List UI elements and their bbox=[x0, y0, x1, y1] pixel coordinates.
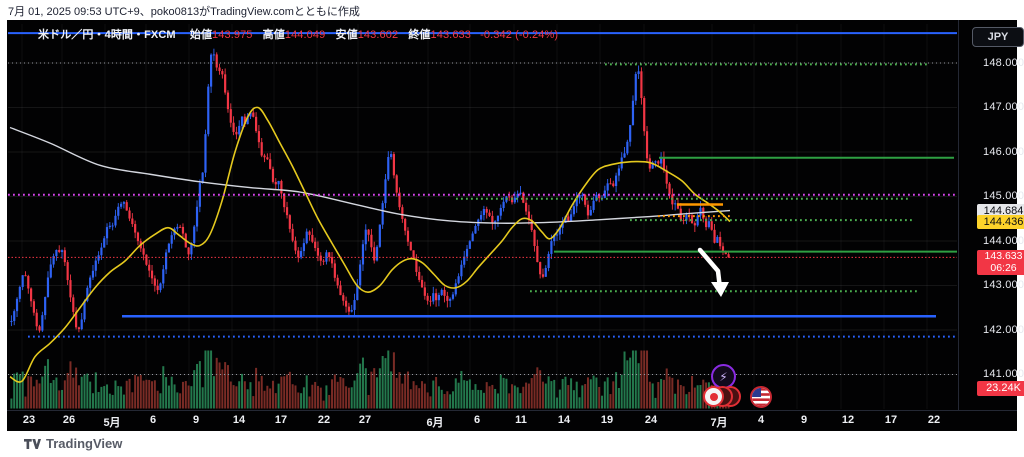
last-price-label: 143.633 06:26 bbox=[977, 250, 1024, 275]
candles bbox=[10, 48, 730, 333]
close-value: 143.633 bbox=[430, 29, 471, 41]
time-tick-label: 19 bbox=[600, 414, 614, 426]
time-tick-label: 9 bbox=[192, 414, 200, 426]
down-arrow-annotation[interactable] bbox=[697, 247, 729, 297]
tradingview-watermark[interactable]: TradingView bbox=[24, 436, 122, 451]
ma-fast-price-label: 144.436 bbox=[977, 215, 1024, 229]
time-tick-label: 22 bbox=[927, 414, 941, 426]
time-tick-label: 6 bbox=[473, 414, 481, 426]
change-value: -0.342 (-0.24%) bbox=[480, 29, 559, 41]
time-tick-label: 24 bbox=[644, 414, 658, 426]
price-tick-label: 147.000 bbox=[983, 101, 1024, 113]
currency-button[interactable]: JPY bbox=[972, 27, 1024, 47]
time-tick-label: 5月 bbox=[103, 417, 121, 429]
snapshot-attribution: 7月 01, 2025 09:53 UTC+9、poko0813がTrading… bbox=[8, 6, 360, 18]
last-price-value: 143.633 bbox=[984, 250, 1023, 262]
price-tick-label: 146.000 bbox=[983, 145, 1024, 158]
ma-fast-line[interactable] bbox=[9, 106, 731, 383]
japan-flag-dot bbox=[709, 392, 718, 401]
time-tick-label: 26 bbox=[62, 414, 76, 426]
time-tick-label: 7月 bbox=[710, 417, 728, 429]
time-axis[interactable]: 23 26 5月 6 9 14 17 22 27 6月 6 11 14 19 24 7月 4 9 12 17 22 bbox=[7, 410, 1017, 431]
drawing-levels bbox=[8, 32, 957, 375]
time-tick-label: 17 bbox=[884, 414, 898, 426]
high-value: 144.049 bbox=[284, 29, 326, 41]
chart-canvas[interactable] bbox=[7, 20, 1017, 430]
close-label: 終値 bbox=[408, 29, 431, 41]
time-tick-label: 14 bbox=[232, 414, 246, 426]
low-label: 安値 bbox=[335, 29, 358, 41]
price-tick-label: 143.000 bbox=[983, 279, 1024, 291]
price-tick-label: 141.000 bbox=[983, 368, 1024, 380]
price-tick-label: 144.000 bbox=[983, 234, 1024, 247]
price-tick-label: 148.000 bbox=[983, 56, 1024, 69]
low-value: 143.602 bbox=[357, 29, 399, 41]
last-price-countdown: 06:26 bbox=[990, 262, 1017, 274]
volume-bars bbox=[10, 350, 730, 409]
time-tick-label: 27 bbox=[358, 414, 372, 426]
time-tick-label: 12 bbox=[841, 414, 855, 426]
price-axis[interactable]: 144.684 144.436 143.633 06:26 23.24K 148… bbox=[958, 20, 1024, 410]
japan-event-flag-icon[interactable] bbox=[703, 386, 724, 407]
volume-value-label: 23.24K bbox=[977, 381, 1024, 396]
time-tick-label: 14 bbox=[557, 414, 571, 426]
ma-slow-price-label: 144.684 bbox=[977, 204, 1024, 218]
time-tick-label: 17 bbox=[274, 414, 288, 426]
price-tick-label: 145.000 bbox=[983, 190, 1024, 202]
time-tick-label: 6月 bbox=[426, 417, 444, 429]
economic-event-lightning-icon[interactable]: ⚡ bbox=[711, 364, 736, 389]
symbol-title[interactable]: 米ドル／円・4時間・FXCM bbox=[38, 29, 176, 41]
open-value: 143.975 bbox=[212, 29, 253, 41]
watermark-text: TradingView bbox=[46, 436, 123, 451]
time-tick-label: 22 bbox=[317, 414, 331, 426]
time-tick-label: 11 bbox=[515, 414, 527, 426]
time-tick-label: 4 bbox=[757, 414, 765, 426]
symbol-legend[interactable]: 米ドル／円・4時間・FXCM 始値143.975 高値144.049 安値143… bbox=[38, 26, 558, 42]
time-tick-label: 9 bbox=[800, 414, 808, 426]
price-tick-label: 142.000 bbox=[983, 323, 1024, 336]
ma-slow-line[interactable] bbox=[9, 126, 731, 224]
grid bbox=[8, 24, 957, 409]
us-flag-graphic bbox=[752, 388, 770, 406]
tradingview-logo-icon bbox=[24, 438, 41, 449]
high-label: 高値 bbox=[262, 29, 285, 41]
chart-panel: 米ドル／円・4時間・FXCM 始値143.975 高値144.049 安値143… bbox=[7, 20, 1024, 431]
us-event-flag-icon[interactable] bbox=[750, 386, 772, 408]
time-tick-label: 6 bbox=[149, 414, 157, 426]
time-tick-label: 23 bbox=[22, 414, 36, 426]
open-label: 始値 bbox=[189, 29, 213, 41]
